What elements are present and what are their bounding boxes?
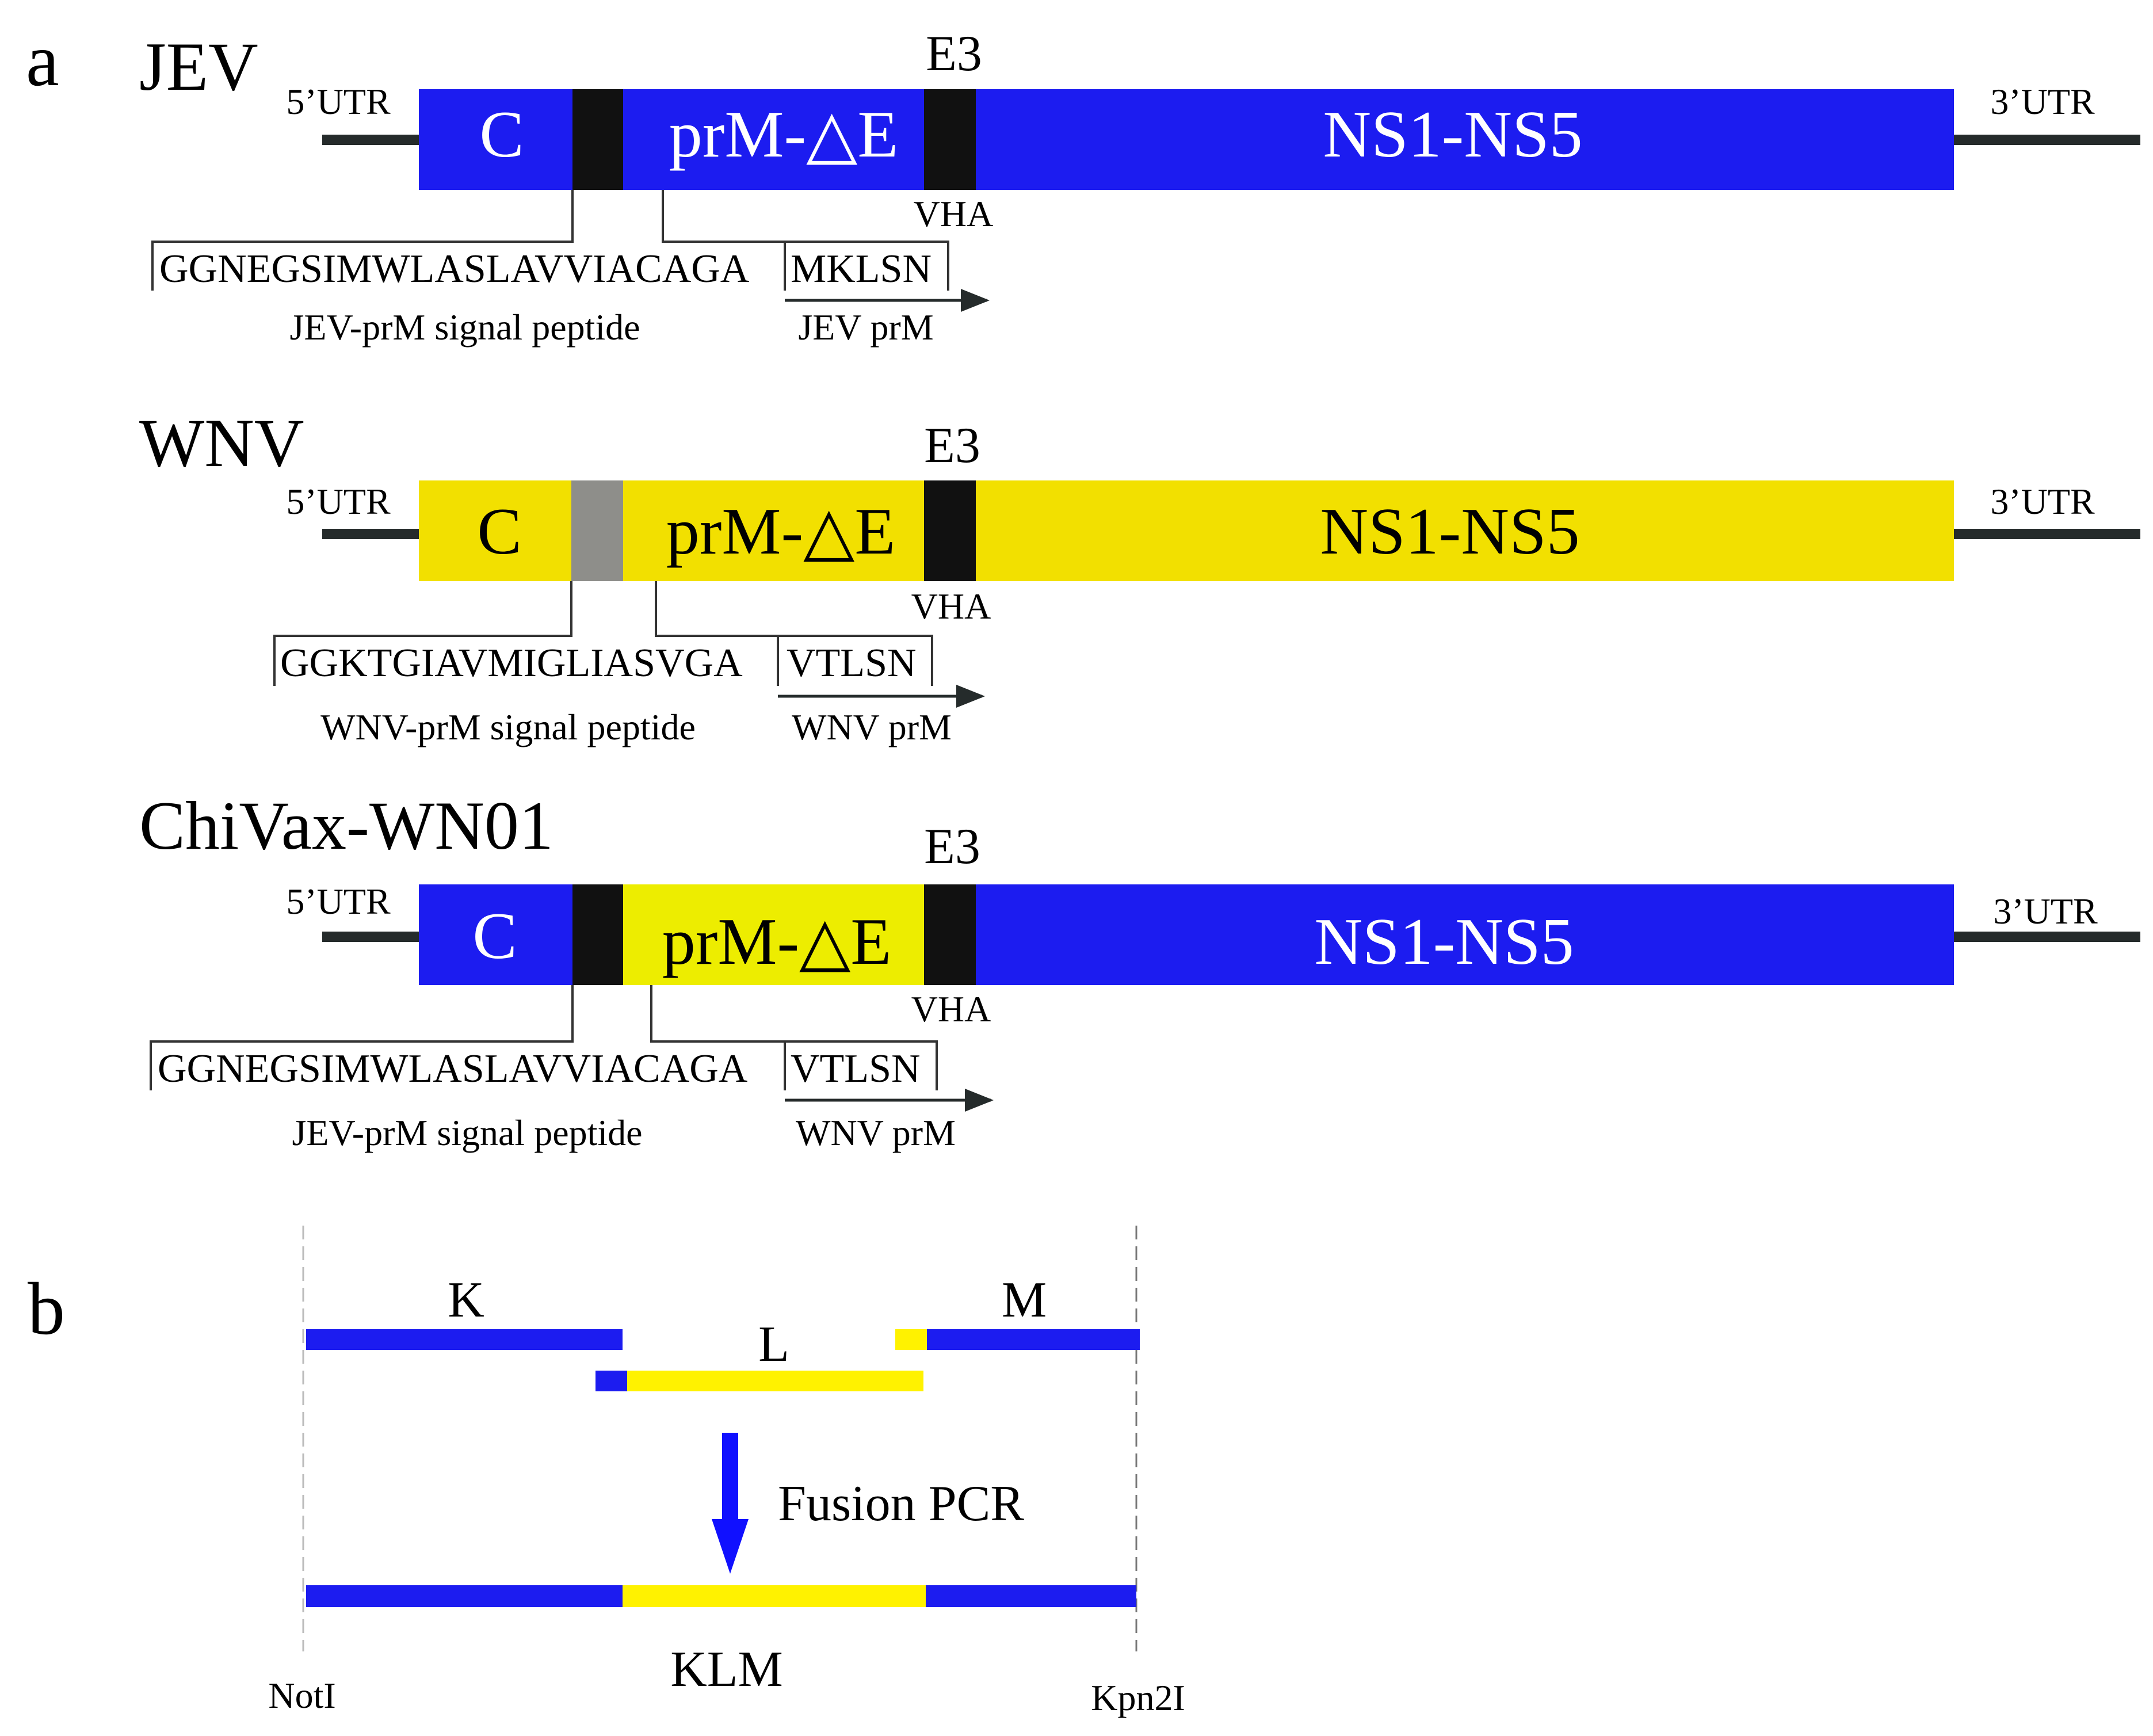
- construct-name: JEV: [139, 28, 258, 105]
- construct-chivax-wn01: ChiVax-WN01 5’UTR 3’UTR C prM-△E NS1-NS5…: [139, 787, 2140, 1153]
- signal-segment: [572, 884, 623, 985]
- utr3-label: 3’UTR: [1990, 481, 2095, 522]
- construct-wnv: WNV 5’UTR 3’UTR C prM-△E NS1-NS5 E3 VHA …: [139, 405, 2140, 747]
- prm-label: prM-△E: [666, 495, 895, 569]
- fusion-pcr-label: Fusion PCR: [778, 1476, 1024, 1532]
- construct-jev: JEV 5’UTR 3’UTR C prM-△E NS1-NS5 E3 VHA …: [139, 26, 2140, 348]
- fusion-arrow-head: [712, 1519, 749, 1574]
- prm-callout-line: [650, 985, 938, 1090]
- ns-label: NS1-NS5: [1320, 495, 1579, 569]
- e3-label: E3: [926, 26, 982, 82]
- klm-label: KLM: [670, 1642, 783, 1697]
- c-label: C: [472, 899, 517, 973]
- klm-l-segment: [623, 1585, 926, 1607]
- klm-m-segment: [926, 1585, 1136, 1607]
- signal-callout-line: [151, 190, 574, 291]
- vha-label: VHA: [911, 586, 991, 627]
- e3-label: E3: [924, 418, 980, 474]
- prm-sequence: MKLSN: [791, 247, 932, 291]
- signal-peptide-label: JEV-prM signal peptide: [289, 307, 640, 348]
- signal-peptide-label: JEV-prM signal peptide: [292, 1112, 642, 1153]
- signal-callout-line: [273, 581, 572, 686]
- prm-protein-label: JEV prM: [798, 307, 933, 348]
- prm-sequence: VTLSN: [791, 1047, 921, 1091]
- fragment-m-bar: [927, 1329, 1140, 1350]
- prm-callout-line: [655, 581, 933, 686]
- fragment-l-bar: [627, 1371, 923, 1391]
- fusion-arrow-shaft: [722, 1433, 738, 1524]
- c-label: C: [477, 495, 521, 569]
- utr3-label: 3’UTR: [1990, 81, 2095, 122]
- panel-b-letter: b: [28, 1268, 65, 1350]
- e3-segment: [924, 884, 976, 985]
- signal-segment: [572, 89, 623, 190]
- vha-label: VHA: [911, 989, 991, 1029]
- fragment-l: L: [595, 1317, 923, 1391]
- utr5-label: 5’UTR: [286, 881, 391, 922]
- fragment-m-yellow-overlap: [895, 1329, 927, 1350]
- fragment-k: K: [306, 1272, 623, 1350]
- ns-label: NS1-NS5: [1314, 905, 1574, 979]
- genome-bar: [419, 480, 1954, 581]
- utr5-label: 5’UTR: [286, 481, 391, 522]
- prm-protein-label: WNV prM: [796, 1112, 956, 1153]
- genome-bar: [419, 89, 1954, 190]
- klm-product: KLM: [306, 1585, 1136, 1697]
- prm-callout-line: [662, 190, 949, 291]
- fragment-m: M: [895, 1272, 1140, 1350]
- kpn2i-site-label: Kpn2I: [1091, 1677, 1185, 1718]
- fusion-pcr-step: Fusion PCR: [712, 1433, 1024, 1574]
- signal-segment: [571, 480, 623, 581]
- c-label: C: [479, 98, 524, 171]
- panel-a-letter: a: [26, 19, 59, 102]
- signal-sequence: GGKTGIAVMIGLIASVGA: [280, 641, 743, 685]
- prm-sequence: VTLSN: [787, 641, 917, 685]
- e3-segment: [924, 480, 976, 581]
- construct-name: WNV: [139, 405, 304, 481]
- ns-label: NS1-NS5: [1323, 98, 1582, 171]
- fragment-l-blue-overlap: [595, 1371, 627, 1391]
- construct-name: ChiVax-WN01: [139, 787, 553, 864]
- signal-sequence: GGNEGSIMWLASLAVVIACAGA: [159, 247, 750, 291]
- signal-peptide-label: WNV-prM signal peptide: [320, 707, 696, 747]
- e3-label: E3: [924, 819, 980, 875]
- fragment-m-label: M: [1002, 1272, 1047, 1328]
- utr3-label: 3’UTR: [1993, 891, 2098, 932]
- fragment-k-label: K: [448, 1272, 484, 1328]
- utr5-label: 5’UTR: [286, 81, 391, 122]
- prm-protein-label: WNV prM: [792, 707, 952, 747]
- vha-label: VHA: [914, 193, 994, 234]
- signal-sequence: GGNEGSIMWLASLAVVIACAGA: [158, 1047, 748, 1091]
- klm-k-segment: [306, 1585, 623, 1607]
- prm-label: prM-△E: [662, 905, 891, 979]
- fragment-l-label: L: [758, 1317, 789, 1372]
- signal-callout-line: [150, 985, 574, 1090]
- prm-segment: [623, 884, 924, 985]
- noti-site-label: NotI: [268, 1675, 335, 1716]
- fragment-k-bar: [306, 1329, 623, 1350]
- prm-label: prM-△E: [669, 98, 898, 171]
- e3-segment: [924, 89, 976, 190]
